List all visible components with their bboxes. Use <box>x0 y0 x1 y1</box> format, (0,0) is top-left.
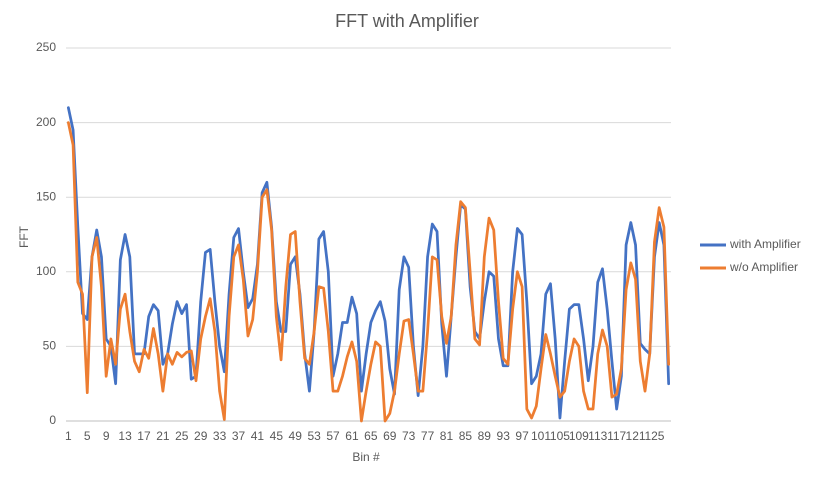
x-tick-label: 85 <box>459 429 473 443</box>
x-tick-label: 65 <box>364 429 378 443</box>
x-tick-label: 33 <box>213 429 227 443</box>
x-tick-label: 93 <box>497 429 511 443</box>
x-tick-label: 5 <box>84 429 91 443</box>
chart-title: FFT with Amplifier <box>335 11 479 31</box>
x-tick-label: 125 <box>644 429 664 443</box>
y-tick-label: 200 <box>36 115 56 129</box>
x-tick-label: 121 <box>626 429 646 443</box>
x-tick-label: 29 <box>194 429 208 443</box>
y-tick-label: 150 <box>36 189 56 203</box>
y-tick-label: 0 <box>49 413 56 427</box>
x-tick-label: 69 <box>383 429 397 443</box>
x-tick-label: 77 <box>421 429 435 443</box>
x-tick-label: 73 <box>402 429 416 443</box>
x-tick-label: 49 <box>289 429 303 443</box>
y-tick-label: 50 <box>43 339 57 353</box>
x-tick-label: 21 <box>156 429 170 443</box>
x-tick-label: 17 <box>137 429 151 443</box>
x-tick-label: 61 <box>345 429 359 443</box>
y-tick-label: 250 <box>36 40 56 54</box>
x-axis-label: Bin # <box>352 450 380 464</box>
x-tick-label: 13 <box>118 429 132 443</box>
series-line <box>66 121 671 423</box>
x-tick-label: 41 <box>251 429 265 443</box>
x-tick-label: 45 <box>270 429 284 443</box>
x-tick-label: 9 <box>103 429 110 443</box>
x-tick-label: 89 <box>478 429 492 443</box>
x-tick-label: 97 <box>515 429 529 443</box>
x-tick-label: 109 <box>569 429 589 443</box>
x-tick-label: 101 <box>531 429 551 443</box>
series-line <box>66 106 671 420</box>
y-axis-label: FFT <box>17 225 31 248</box>
x-tick-label: 37 <box>232 429 246 443</box>
x-tick-label: 117 <box>607 429 626 443</box>
x-tick-label: 25 <box>175 429 189 443</box>
x-tick-label: 57 <box>326 429 340 443</box>
legend-label: w/o Amplifier <box>729 260 798 274</box>
x-tick-label: 1 <box>65 429 72 443</box>
x-tick-label: 53 <box>307 429 321 443</box>
x-tick-label: 105 <box>550 429 570 443</box>
legend-label: with Amplifier <box>729 237 801 251</box>
x-tick-label: 81 <box>440 429 454 443</box>
x-tick-label: 113 <box>588 429 607 443</box>
y-tick-label: 100 <box>36 264 56 278</box>
